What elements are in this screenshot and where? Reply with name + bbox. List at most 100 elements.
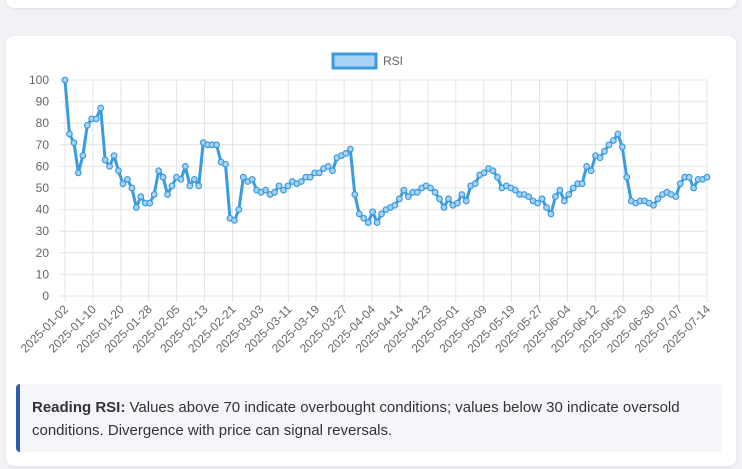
rsi-point[interactable]: [119, 180, 127, 188]
rsi-point[interactable]: [534, 199, 541, 207]
rsi-point[interactable]: [431, 188, 439, 196]
rsi-point[interactable]: [177, 175, 185, 183]
rsi-point[interactable]: [427, 184, 434, 192]
rsi-point[interactable]: [315, 169, 323, 177]
rsi-point[interactable]: [494, 173, 501, 181]
rsi-point[interactable]: [74, 169, 82, 177]
rsi-point[interactable]: [190, 175, 198, 183]
rsi-point[interactable]: [110, 152, 118, 160]
rsi-point[interactable]: [159, 173, 167, 181]
rsi-point[interactable]: [672, 193, 680, 201]
rsi-point[interactable]: [137, 193, 145, 201]
rsi-point[interactable]: [79, 152, 87, 160]
rsi-point[interactable]: [440, 204, 448, 211]
rsi-point[interactable]: [262, 186, 270, 194]
rsi-point[interactable]: [150, 191, 158, 198]
rsi-point[interactable]: [583, 162, 591, 170]
chart-legend[interactable]: RSI: [331, 52, 403, 70]
rsi-point[interactable]: [569, 184, 577, 192]
rsi-point[interactable]: [556, 186, 564, 194]
rsi-point[interactable]: [248, 175, 256, 183]
rsi-point[interactable]: [284, 182, 292, 190]
rsi-point[interactable]: [181, 162, 189, 170]
rsi-point[interactable]: [124, 175, 131, 183]
rsi-point[interactable]: [222, 160, 229, 168]
rsi-point[interactable]: [462, 197, 470, 205]
rsi-point[interactable]: [128, 184, 136, 192]
rsi-point[interactable]: [690, 184, 698, 192]
rsi-point[interactable]: [458, 191, 466, 198]
rsi-point[interactable]: [400, 186, 408, 194]
rsi-point[interactable]: [61, 76, 69, 84]
rsi-point[interactable]: [538, 195, 546, 203]
rsi-point[interactable]: [650, 201, 657, 209]
rsi-point[interactable]: [453, 199, 461, 207]
rsi-point[interactable]: [676, 180, 684, 188]
rsi-point[interactable]: [373, 219, 381, 226]
rsi-point[interactable]: [578, 180, 586, 188]
rsi-point[interactable]: [565, 191, 573, 198]
rsi-point[interactable]: [360, 214, 368, 222]
rsi-point[interactable]: [525, 193, 533, 201]
rsi-point[interactable]: [83, 121, 91, 129]
rsi-point[interactable]: [395, 195, 403, 203]
rsi-point[interactable]: [543, 204, 550, 211]
rsi-point[interactable]: [235, 206, 243, 214]
rsi-point[interactable]: [601, 147, 608, 155]
reading-rsi-note: Reading RSI: Values above 70 indicate ov…: [16, 384, 722, 452]
rsi-point[interactable]: [618, 143, 626, 151]
rsi-point[interactable]: [413, 188, 421, 196]
rsi-point[interactable]: [609, 137, 617, 144]
rsi-point[interactable]: [378, 210, 385, 218]
rsi-point[interactable]: [560, 197, 568, 205]
rsi-point[interactable]: [623, 173, 631, 181]
rsi-point[interactable]: [101, 156, 109, 164]
rsi-point[interactable]: [280, 186, 287, 194]
rsi-point[interactable]: [364, 219, 372, 226]
rsi-point[interactable]: [106, 162, 113, 170]
rsi-point[interactable]: [445, 195, 452, 203]
rsi-point[interactable]: [297, 178, 305, 185]
rsi-point[interactable]: [70, 139, 78, 147]
rsi-point[interactable]: [97, 104, 105, 112]
rsi-point[interactable]: [271, 188, 278, 196]
rsi-point[interactable]: [436, 195, 443, 203]
rsi-point[interactable]: [351, 191, 359, 198]
rsi-point[interactable]: [404, 193, 412, 201]
rsi-point[interactable]: [92, 115, 100, 123]
rsi-point[interactable]: [168, 182, 176, 190]
rsi-point[interactable]: [552, 193, 559, 201]
rsi-point[interactable]: [346, 145, 354, 153]
rsi-point[interactable]: [164, 191, 171, 198]
rsi-point[interactable]: [146, 199, 154, 207]
rsi-point[interactable]: [685, 173, 693, 181]
rsi-point[interactable]: [605, 141, 613, 149]
rsi-point[interactable]: [186, 182, 194, 190]
rsi-point[interactable]: [654, 195, 662, 203]
rsi-point[interactable]: [329, 167, 336, 175]
rsi-point[interactable]: [342, 150, 350, 157]
rsi-point[interactable]: [155, 167, 163, 175]
rsi-point[interactable]: [66, 130, 73, 138]
rsi-point[interactable]: [275, 182, 283, 190]
rsi-point[interactable]: [391, 201, 399, 209]
rsi-point[interactable]: [115, 167, 122, 175]
rsi-point[interactable]: [306, 173, 314, 181]
rsi-point[interactable]: [547, 210, 555, 218]
rsi-point[interactable]: [355, 210, 363, 218]
rsi-point[interactable]: [587, 167, 595, 175]
rsi-point[interactable]: [213, 141, 220, 149]
rsi-point[interactable]: [239, 173, 247, 181]
rsi-point[interactable]: [489, 167, 497, 175]
rsi-point[interactable]: [596, 154, 604, 162]
rsi-point[interactable]: [511, 186, 519, 194]
rsi-point[interactable]: [471, 180, 479, 188]
rsi-point[interactable]: [231, 216, 238, 224]
rsi-point[interactable]: [703, 173, 711, 181]
rsi-point[interactable]: [132, 204, 140, 211]
rsi-point[interactable]: [324, 162, 332, 170]
rsi-point[interactable]: [614, 130, 622, 138]
rsi-point[interactable]: [369, 208, 377, 216]
rsi-point[interactable]: [195, 182, 203, 190]
rsi-point[interactable]: [480, 169, 488, 177]
